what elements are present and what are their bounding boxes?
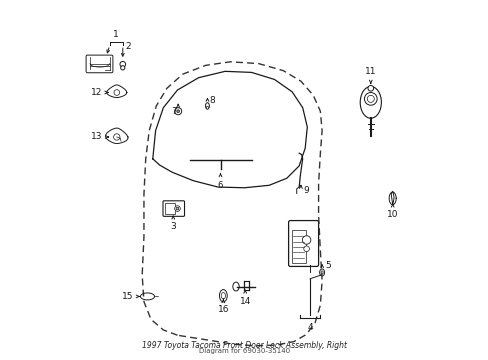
Circle shape xyxy=(121,66,124,70)
Text: 11: 11 xyxy=(365,67,376,76)
Circle shape xyxy=(120,62,125,67)
Ellipse shape xyxy=(319,269,324,276)
Text: 13: 13 xyxy=(91,132,102,141)
Text: 12: 12 xyxy=(91,88,102,97)
Circle shape xyxy=(303,246,309,252)
Text: 7: 7 xyxy=(171,107,176,116)
Text: 10: 10 xyxy=(386,210,398,219)
Ellipse shape xyxy=(321,271,323,274)
Text: 15: 15 xyxy=(122,292,133,301)
Circle shape xyxy=(176,207,179,210)
Text: 1: 1 xyxy=(113,30,119,39)
Text: 14: 14 xyxy=(239,297,250,306)
FancyBboxPatch shape xyxy=(288,221,318,266)
Text: 2: 2 xyxy=(125,42,131,51)
Circle shape xyxy=(113,134,120,140)
Text: 8: 8 xyxy=(209,96,215,105)
Ellipse shape xyxy=(221,293,225,299)
FancyBboxPatch shape xyxy=(86,55,113,73)
Text: 4: 4 xyxy=(306,323,312,332)
Circle shape xyxy=(366,95,374,102)
Circle shape xyxy=(302,236,310,244)
Ellipse shape xyxy=(219,289,227,302)
Circle shape xyxy=(367,85,373,91)
Circle shape xyxy=(174,206,180,211)
Ellipse shape xyxy=(360,86,381,118)
Text: 1997 Toyota Tacoma Front Door Lock Assembly, Right: 1997 Toyota Tacoma Front Door Lock Assem… xyxy=(142,341,346,350)
Text: 9: 9 xyxy=(303,186,309,195)
Ellipse shape xyxy=(206,106,208,109)
Text: Diagram for 69030-35140: Diagram for 69030-35140 xyxy=(199,348,289,354)
Circle shape xyxy=(176,110,179,113)
FancyBboxPatch shape xyxy=(163,201,184,216)
Circle shape xyxy=(114,90,120,95)
Circle shape xyxy=(364,93,376,105)
Bar xyxy=(291,230,305,263)
Ellipse shape xyxy=(205,103,209,109)
Text: 3: 3 xyxy=(170,222,176,231)
Text: 5: 5 xyxy=(324,261,330,270)
Text: 6: 6 xyxy=(217,181,223,190)
Circle shape xyxy=(174,108,182,115)
Text: 16: 16 xyxy=(217,305,228,314)
Ellipse shape xyxy=(232,282,239,291)
Bar xyxy=(165,203,174,214)
